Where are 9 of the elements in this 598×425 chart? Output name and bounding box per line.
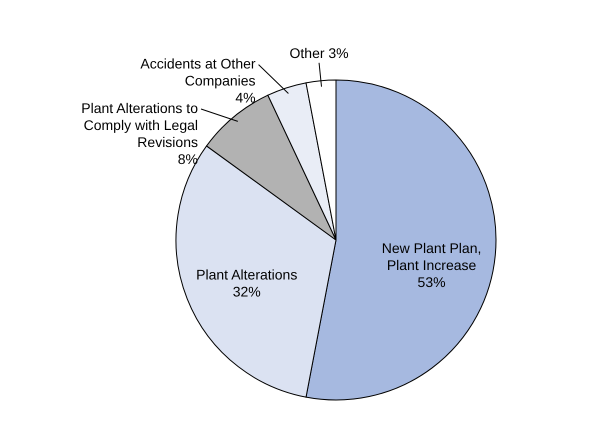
slice-label: New Plant Plan, Plant Increase xyxy=(382,240,482,274)
data-label: 53% xyxy=(418,274,446,290)
data-label: 4% xyxy=(235,90,256,106)
slice-label: Plant Alterations to Comply with Legal Revisions xyxy=(81,100,198,150)
data-label: 32% xyxy=(232,283,261,300)
slice-label: Plant Alterations xyxy=(196,266,298,282)
data-label: 8% xyxy=(178,151,198,168)
slice-label: Accidents at Other Companies xyxy=(140,56,256,89)
slice-label: Other 3% xyxy=(289,44,349,61)
